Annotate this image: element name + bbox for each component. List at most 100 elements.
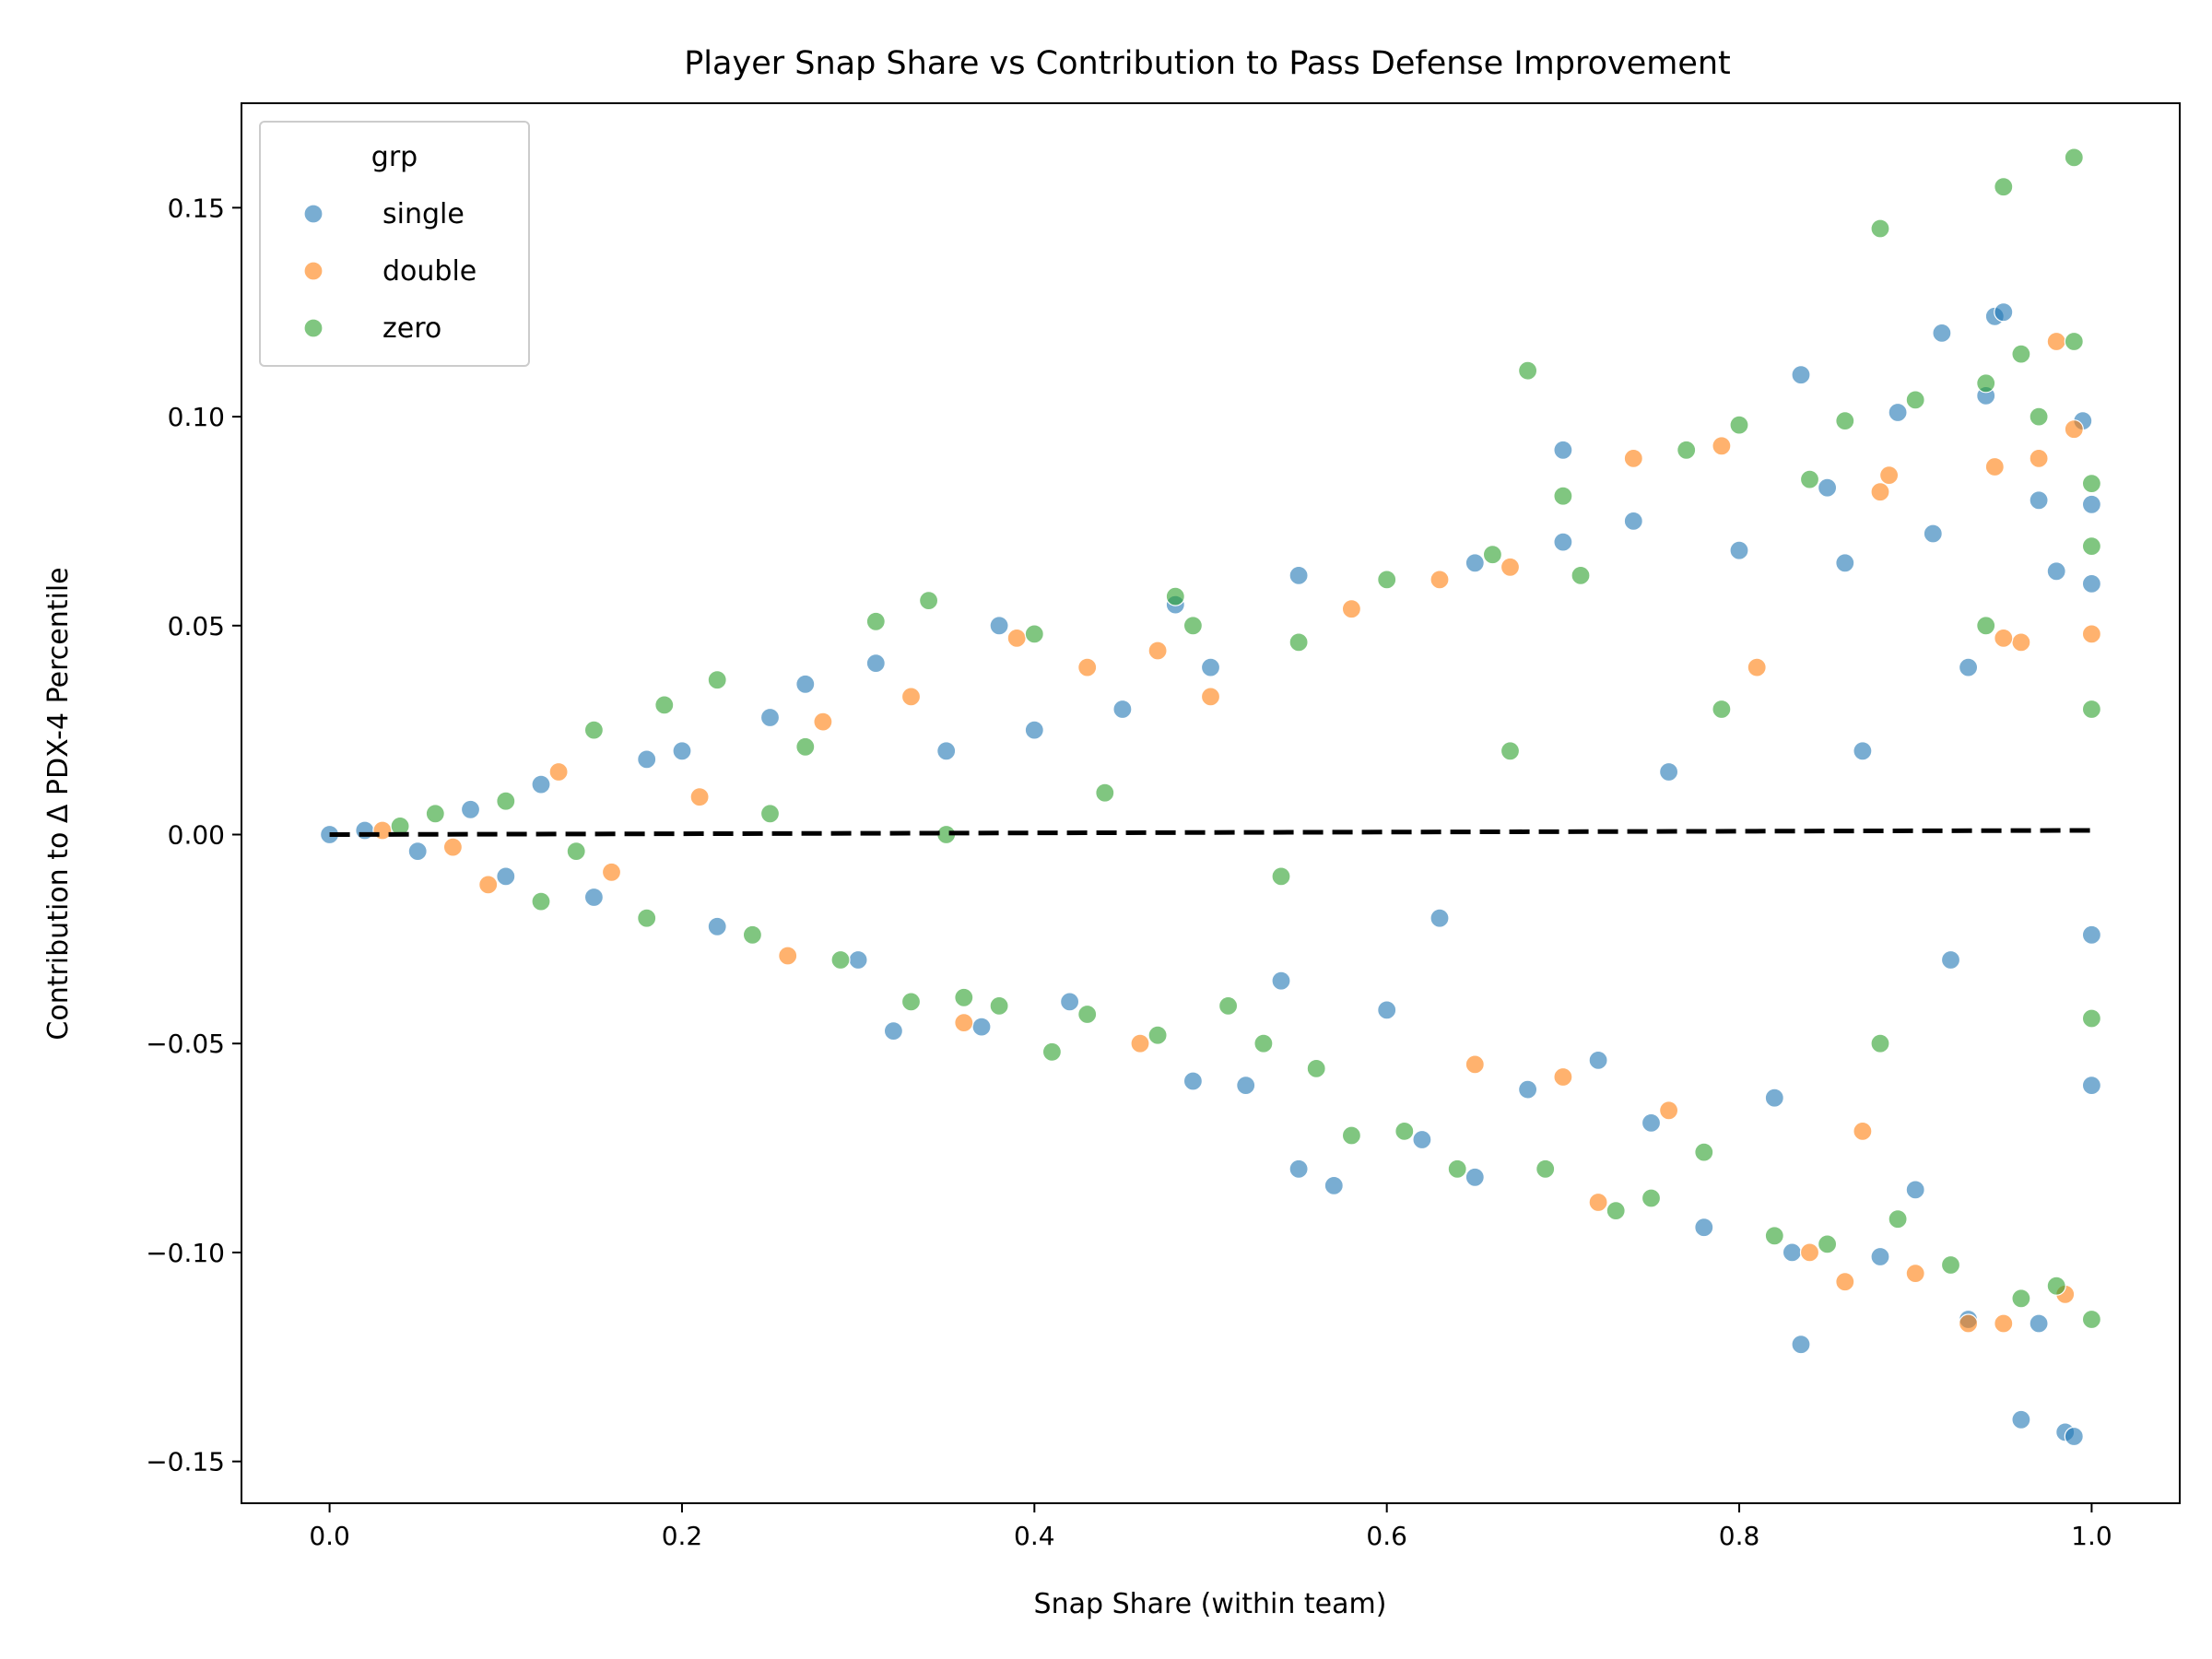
point-double-31	[1959, 1313, 1979, 1334]
point-double-28	[1870, 482, 1890, 502]
point-zero-28	[1394, 1121, 1415, 1142]
point-zero-62	[1870, 1033, 1890, 1053]
point-double-29	[1879, 465, 1900, 486]
chart-title: Player Snap Share vs Contribution to Pas…	[684, 45, 1731, 82]
point-single-45	[1817, 477, 1838, 498]
point-double-39	[2081, 624, 2101, 644]
point-zero-46	[1905, 390, 1925, 410]
point-zero-49	[1994, 177, 2014, 197]
point-zero-18	[1077, 1004, 1098, 1025]
point-single-29	[1377, 1000, 1397, 1020]
point-double-34	[2011, 632, 2031, 653]
point-single-22	[1182, 1071, 1204, 1091]
point-double-19	[1553, 1066, 1573, 1088]
point-double-27	[1853, 1121, 1873, 1142]
legend-label-single: single	[382, 198, 465, 230]
point-single-11	[795, 674, 816, 694]
point-single-66	[2029, 1313, 2049, 1334]
point-single-30	[1412, 1129, 1432, 1150]
point-zero-15	[989, 995, 1009, 1017]
point-zero-40	[1764, 1226, 1784, 1246]
point-zero-3	[531, 891, 551, 912]
point-single-15	[936, 741, 957, 761]
point-double-38	[2064, 419, 2084, 440]
point-single-64	[2081, 573, 2101, 594]
point-zero-1	[425, 804, 445, 824]
point-single-26	[1288, 565, 1309, 586]
plot-area-frame	[241, 102, 2181, 1504]
point-double-6	[778, 946, 798, 966]
y-tick-label: −0.15	[146, 1447, 225, 1477]
point-single-38	[1641, 1112, 1662, 1134]
point-single-43	[1791, 365, 1811, 385]
point-double-21	[1623, 448, 1643, 468]
point-zero-51	[2011, 344, 2031, 364]
x-tick-label: 0.0	[309, 1521, 350, 1551]
point-single-20	[1112, 699, 1133, 720]
point-single-44	[1791, 1335, 1811, 1355]
point-zero-59	[2081, 699, 2101, 720]
point-single-18	[1024, 720, 1044, 740]
point-single-62	[2081, 494, 2101, 514]
point-single-41	[1764, 1088, 1784, 1108]
point-zero-56	[2081, 1309, 2101, 1330]
point-double-9	[954, 1012, 974, 1033]
y-tick-label: −0.05	[146, 1029, 225, 1059]
point-zero-61	[1976, 616, 1996, 636]
point-single-2	[407, 841, 428, 862]
point-zero-37	[1677, 440, 1697, 460]
y-axis: −0.15 −0.10 −0.05 0.00 0.05 0.10 0.15	[146, 193, 241, 1477]
point-zero-21	[1182, 616, 1204, 636]
x-tick-label: 1.0	[2071, 1521, 2112, 1551]
point-zero-11	[865, 611, 886, 631]
point-double-15	[1341, 599, 1362, 619]
point-single-51	[1932, 323, 1952, 343]
legend-box	[259, 121, 530, 367]
point-single-71	[1430, 908, 1450, 928]
point-single-55	[1994, 302, 2014, 323]
x-axis: 0.0 0.2 0.4 0.6 0.8 1.0	[309, 1503, 2112, 1551]
point-zero-9	[795, 736, 816, 757]
legend: grp single double zero	[259, 121, 530, 367]
y-tick-label: 0.15	[168, 193, 225, 223]
point-single-17	[989, 616, 1009, 636]
point-single-28	[1324, 1175, 1344, 1196]
point-zero-38	[1694, 1142, 1714, 1162]
point-double-25	[1799, 1242, 1820, 1263]
point-double-0	[372, 820, 393, 841]
point-zero-45	[1888, 1209, 1908, 1230]
point-zero-23	[1253, 1033, 1274, 1053]
point-zero-4	[583, 720, 605, 740]
point-zero-69	[566, 841, 586, 862]
point-double-12	[1130, 1033, 1150, 1053]
point-zero-42	[1817, 1234, 1838, 1254]
point-zero-25	[1306, 1058, 1326, 1079]
point-single-7	[637, 749, 657, 770]
point-double-30	[1905, 1263, 1925, 1284]
point-zero-53	[2046, 1276, 2066, 1296]
point-single-27	[1288, 1159, 1309, 1179]
point-zero-54	[2064, 147, 2084, 168]
reference-dashed-line	[329, 828, 2092, 838]
point-zero-41	[1799, 469, 1820, 489]
point-single-60	[2064, 1426, 2084, 1447]
legend-marker-double	[303, 261, 324, 281]
point-zero-14	[954, 987, 974, 1007]
point-zero-20	[1165, 586, 1185, 606]
point-zero-31	[1517, 360, 1538, 381]
point-single-49	[1905, 1180, 1925, 1200]
x-tick-label: 0.6	[1366, 1521, 1407, 1551]
legend-entries: single double zero	[303, 198, 477, 345]
point-zero-52	[2029, 406, 2049, 427]
point-zero-7	[707, 670, 727, 690]
point-double-13	[1147, 641, 1168, 661]
point-zero-35	[1606, 1200, 1626, 1221]
point-single-3	[460, 799, 481, 819]
point-single-8	[672, 741, 692, 761]
point-zero-39	[1729, 415, 1749, 435]
point-double-8	[900, 687, 922, 707]
point-single-36	[1588, 1050, 1608, 1071]
point-zero-26	[1341, 1125, 1362, 1146]
point-single-4	[496, 866, 516, 887]
